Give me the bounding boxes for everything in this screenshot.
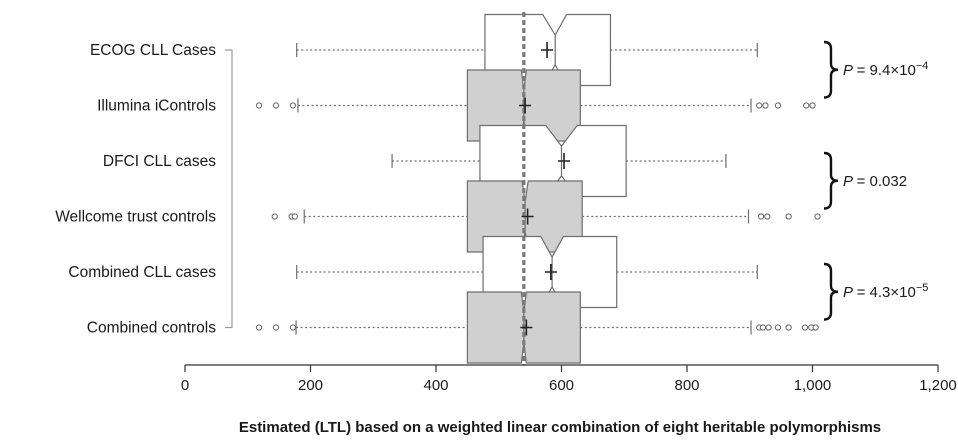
- outlier-point: [785, 213, 792, 220]
- p-value-brace: [823, 151, 839, 210]
- outlier-point: [289, 102, 297, 109]
- outlier-point: [289, 324, 297, 331]
- outlier-point: [774, 324, 782, 331]
- outlier-point: [785, 324, 792, 331]
- mean-marker: [541, 42, 554, 58]
- x-tick-label: 800: [674, 377, 699, 394]
- outlier-point: [272, 102, 280, 109]
- outlier-point: [272, 324, 280, 331]
- category-label: Illumina iControls: [97, 98, 216, 115]
- outlier-point: [774, 102, 782, 109]
- outlier-point: [762, 102, 769, 109]
- box-row: ECOG CLL Cases: [90, 13, 758, 87]
- x-axis: 0 200 400 600 800 1,000 1,200: [181, 364, 957, 394]
- mean-marker: [519, 97, 532, 114]
- p-value-brace: [823, 40, 839, 99]
- outlier-point: [255, 324, 263, 331]
- x-tick-label: 200: [298, 377, 323, 394]
- x-axis-label: Estimated (LTL) based on a weighted line…: [239, 419, 881, 436]
- p-value-label: P = 9.4×10−4: [843, 60, 928, 79]
- outlier-point: [801, 324, 809, 331]
- box-row: DFCI CLL cases: [103, 124, 727, 198]
- mean-markers: [519, 42, 571, 336]
- mean-marker: [521, 208, 534, 225]
- mean-marker: [544, 264, 557, 280]
- plot-frame: [225, 49, 233, 329]
- outlier-point: [765, 324, 772, 331]
- mean-marker: [520, 319, 533, 336]
- category-label: DFCI CLL cases: [103, 153, 216, 170]
- category-bracket: [225, 49, 233, 329]
- category-label: ECOG CLL Cases: [90, 42, 216, 59]
- outlier-point: [803, 102, 810, 109]
- outlier-point: [814, 213, 821, 220]
- x-tick-label: 0: [181, 377, 189, 394]
- category-label: Wellcome trust controls: [55, 209, 216, 226]
- category-label: Combined controls: [87, 320, 216, 337]
- box-row: Wellcome trust controls: [55, 180, 821, 253]
- p-value-annotations: P = 9.4×10−4 P = 0.032 P = 4.3×10−5: [823, 40, 928, 321]
- outlier-point: [764, 213, 771, 220]
- box-row: Illumina iControls: [97, 69, 816, 142]
- box-row: Combined CLL cases: [68, 235, 758, 309]
- outlier-point: [809, 102, 816, 109]
- mean-marker: [558, 153, 571, 169]
- x-tick-label: 1,200: [919, 377, 957, 394]
- outlier-point: [255, 102, 263, 109]
- p-value-label: P = 0.032: [843, 173, 907, 190]
- outlier-point: [291, 213, 298, 220]
- x-tick-label: 400: [423, 377, 448, 394]
- p-value-label: P = 4.3×10−5: [843, 282, 928, 301]
- outlier-point: [759, 324, 767, 331]
- box-series: ECOG CLL Cases Illumina iControls DFCI CLL…: [55, 13, 821, 364]
- outlier-point: [812, 324, 819, 331]
- box-row: Combined controls: [87, 291, 819, 364]
- category-label: Combined CLL cases: [68, 264, 216, 281]
- p-value-brace: [823, 262, 839, 321]
- x-tick-label: 600: [549, 377, 574, 394]
- outlier-point: [271, 213, 278, 220]
- outlier-point: [756, 102, 763, 109]
- x-tick-label: 1,000: [794, 377, 832, 394]
- outlier-point: [757, 213, 765, 220]
